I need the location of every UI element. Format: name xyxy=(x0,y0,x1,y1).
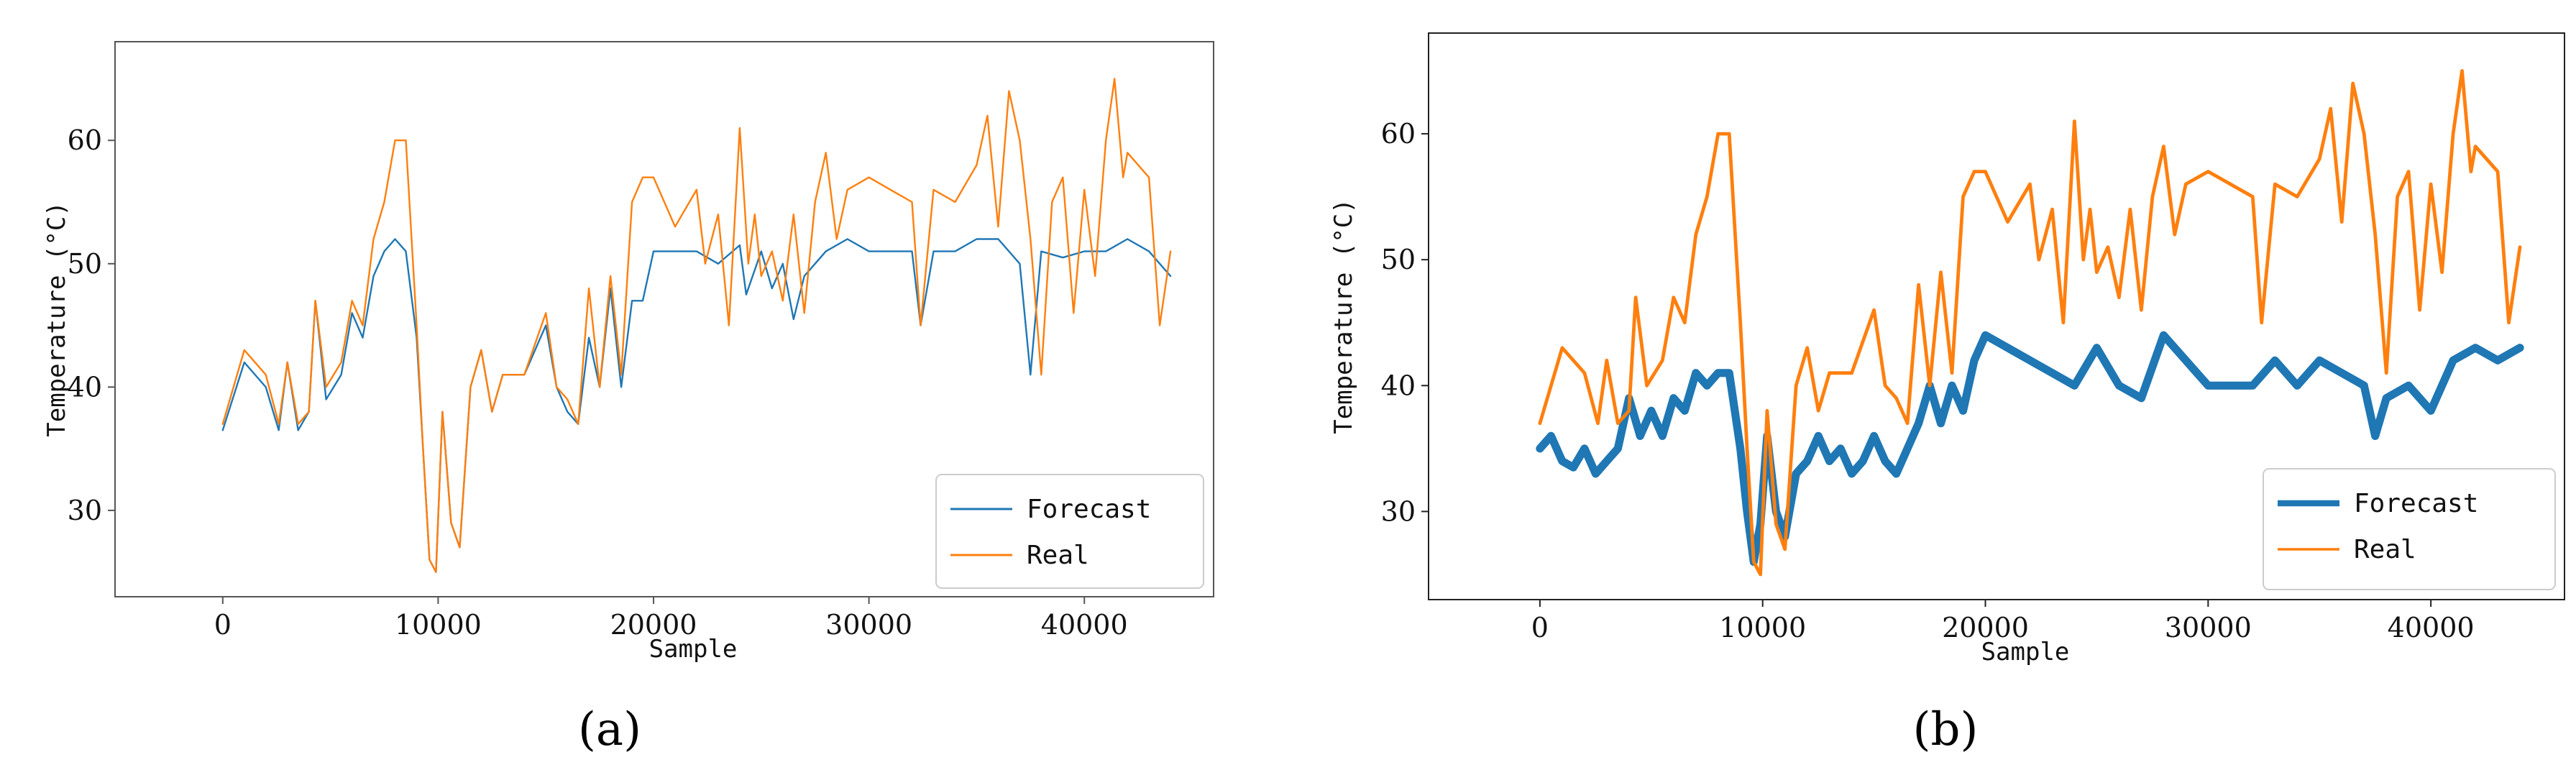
y-tick-label: 40 xyxy=(68,371,102,403)
plot-frame xyxy=(1428,32,2565,600)
x-tick-label: 10000 xyxy=(395,609,482,641)
x-tick-label: 30000 xyxy=(2165,612,2252,643)
y-tick-label: 50 xyxy=(68,248,102,280)
y-tick-label: 60 xyxy=(1381,118,1416,150)
legend: Forecast Real xyxy=(935,474,1204,589)
y-tick-label: 60 xyxy=(68,124,102,156)
series-line-forecast xyxy=(1536,331,2524,567)
x-tick-label: 10000 xyxy=(1719,612,1806,643)
y-tick-label: 50 xyxy=(1381,244,1416,275)
x-tick-label: 20000 xyxy=(1942,612,2029,643)
chart-a: 0 10000 20000 30000 40000 30 40 50 60 Sample Tempe… xyxy=(42,41,1214,756)
x-tick-label: 0 xyxy=(214,609,232,641)
plot-frame xyxy=(114,41,1214,597)
y-tick-label: 30 xyxy=(1381,495,1416,527)
chart-b: 0 10000 20000 30000 40000 30 40 50 60 Sample Tempe… xyxy=(1329,32,2565,756)
legend-label-real: Real xyxy=(1027,541,1089,570)
x-tick-label: 40000 xyxy=(2388,612,2475,643)
series-line-real xyxy=(221,78,1172,573)
legend: Forecast Real xyxy=(2263,468,2556,590)
x-tick-label: 40000 xyxy=(1041,609,1128,641)
legend-label-real: Real xyxy=(2354,535,2416,564)
legend-label-forecast: Forecast xyxy=(2354,489,2478,518)
x-tick-label: 0 xyxy=(1531,612,1549,643)
figure-caption: (b) xyxy=(1913,703,1979,756)
x-axis-label: Sample xyxy=(649,635,738,664)
y-tick-label: 40 xyxy=(1381,370,1416,401)
y-axis-label: Temperature (°C) xyxy=(1329,198,1358,434)
y-axis-label: Temperature (°C) xyxy=(42,201,71,437)
legend-label-forecast: Forecast xyxy=(1027,495,1151,524)
y-tick-label: 30 xyxy=(68,495,102,526)
figure-caption: (a) xyxy=(578,703,641,756)
x-axis-label: Sample xyxy=(1981,638,2070,666)
x-tick-label: 20000 xyxy=(610,609,697,641)
series-line-real xyxy=(1538,69,2522,577)
legend-box xyxy=(935,474,1204,589)
x-tick-label: 30000 xyxy=(825,609,912,641)
legend-box xyxy=(2263,468,2556,590)
